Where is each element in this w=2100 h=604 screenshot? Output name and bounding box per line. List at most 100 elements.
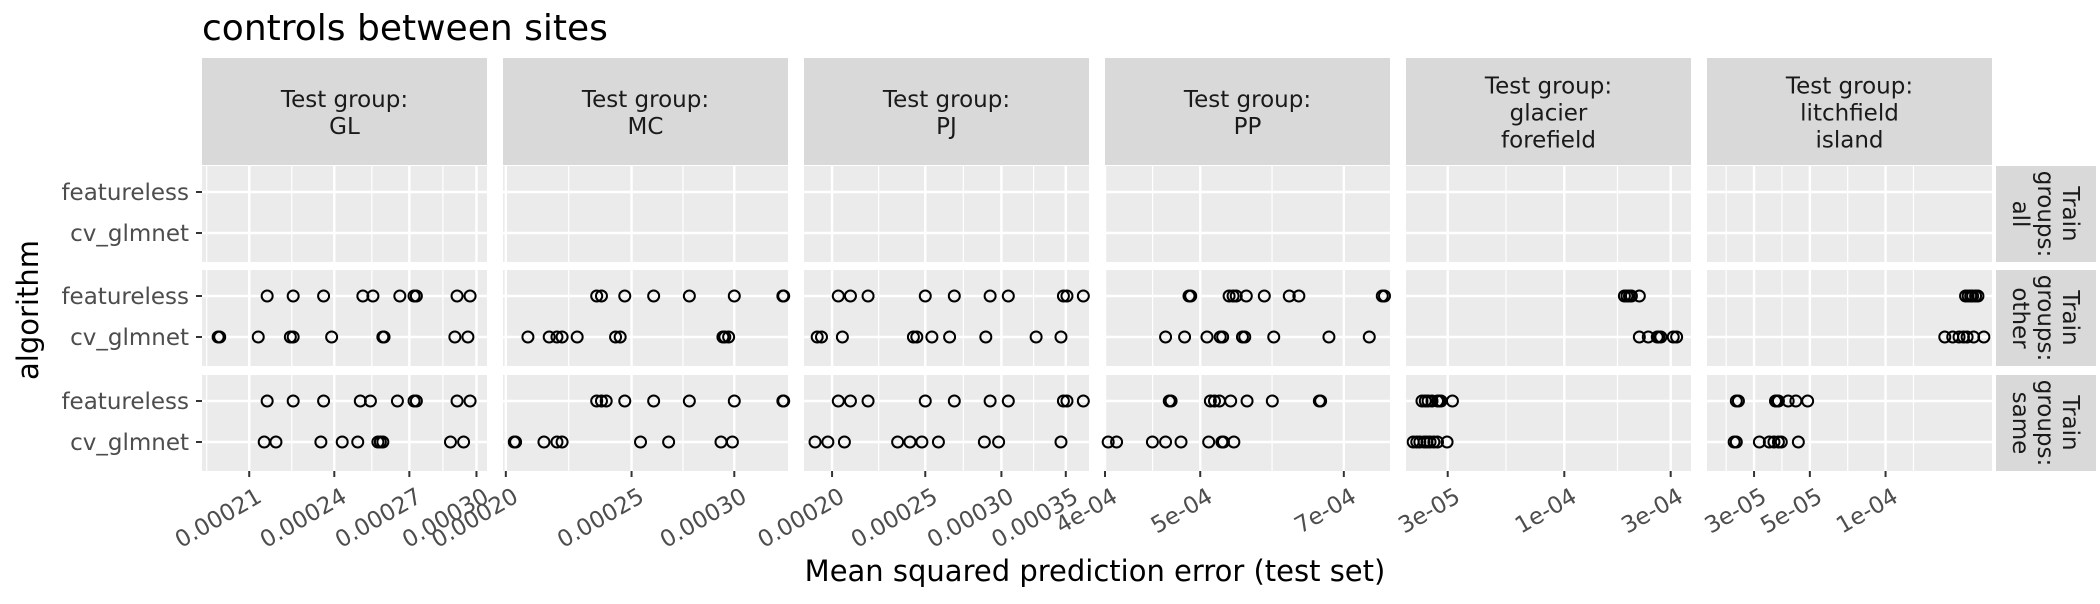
data-point [618,289,632,303]
strip-label-line: GL [329,114,360,140]
data-point [1322,330,1336,344]
data-point [570,330,584,344]
data-point [1184,289,1198,303]
data-point [727,289,741,303]
data-point [947,394,961,408]
x-tick-label: 0.00030 [656,484,751,554]
data-point [409,289,423,303]
data-point [590,289,604,303]
data-point [550,435,564,449]
data-point [983,394,997,408]
data-point [843,394,857,408]
data-point [376,435,390,449]
data-point [662,435,676,449]
data-point [542,330,556,344]
data-point [947,289,961,303]
data-point [1216,330,1230,344]
data-point [1423,435,1437,449]
data-point [393,289,407,303]
data-point [925,330,939,344]
data-point [992,435,1006,449]
data-point [1971,289,1985,303]
data-point [1938,330,1952,344]
data-point [443,435,457,449]
panel-background [804,166,1089,262]
data-point [1227,435,1241,449]
data-point [1632,330,1646,344]
data-point [910,330,924,344]
data-point [1208,394,1221,408]
strip-label-line: Test group: [1785,74,1913,100]
data-point [286,289,300,303]
strip-label-line: PJ [936,114,957,140]
x-tick-label: 0.00020 [754,484,849,554]
facet-column-strip [503,58,788,165]
panel-background [1707,270,1992,366]
data-point [821,435,835,449]
data-point [457,435,471,449]
data-point [555,435,569,449]
data-point [808,435,822,449]
panel-background [503,270,788,366]
data-point [1239,289,1253,303]
facet-row-label: Traingroups:other [2007,275,2083,362]
data-point [618,394,632,408]
strip-label-line: all [2007,201,2033,228]
data-point [1292,289,1306,303]
panel-background [1105,375,1390,471]
data-point [1425,394,1439,408]
x-tick-label: 0.00025 [553,484,648,554]
data-point [1654,330,1668,344]
data-point [555,330,569,344]
data-point [377,330,391,344]
data-point [682,394,696,408]
data-point [509,435,523,449]
data-point [1101,435,1115,449]
facet-column-label: Test group: MC [581,87,709,140]
data-point [599,394,613,408]
data-point [594,289,608,303]
data-point [1203,394,1217,408]
data-point [861,394,875,408]
strip-label-line: Test group: [1484,74,1612,100]
data-point [351,435,365,449]
data-point [1632,289,1646,303]
data-point [1240,394,1254,408]
strip-label-line: same [2007,392,2033,455]
data-point [1076,394,1090,408]
data-point [463,289,477,303]
facet-column-strip [1707,58,1992,165]
data-point [1624,289,1638,303]
x-tick-label: 0.00025 [847,484,942,554]
data-point [594,394,608,408]
data-point [810,330,824,344]
strip-label-line: PP [1234,114,1262,140]
y-tick-label: cv_glmnet [70,430,189,456]
data-point [1314,394,1328,408]
data-point [213,330,227,344]
data-point [1767,435,1781,449]
data-point [550,330,564,344]
x-tick-label: 3e-05 [1701,484,1771,540]
data-point [613,330,627,344]
data-point [891,435,905,449]
data-point [718,330,732,344]
panel-background [804,375,1089,471]
data-point [1774,435,1788,449]
data-point [1670,330,1684,344]
data-point [861,289,875,303]
data-point [1445,394,1459,408]
facet-column-label: Test group: PP [1183,87,1311,140]
y-tick-label: featureless [61,389,189,415]
data-point [609,330,623,344]
facet-row-label: Traingroups:all [2007,171,2083,258]
facet-column-label: Test group: PJ [882,87,1010,140]
strip-label-line: Train [2057,289,2083,345]
data-point [915,435,929,449]
y-tick-label: featureless [61,180,189,206]
strip-label-line: Test group: [280,87,408,113]
data-point [366,289,380,303]
data-point [1054,435,1068,449]
